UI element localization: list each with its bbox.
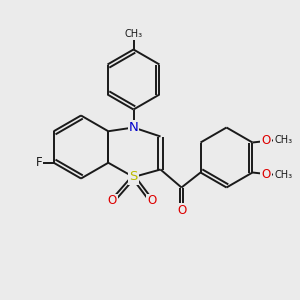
Text: O: O — [177, 204, 186, 217]
Text: CH₃: CH₃ — [124, 29, 142, 39]
Text: CH₃: CH₃ — [274, 170, 292, 180]
Text: O: O — [147, 194, 156, 208]
Text: O: O — [261, 134, 271, 148]
Text: S: S — [129, 170, 138, 184]
Text: CH₃: CH₃ — [274, 135, 292, 145]
Text: O: O — [108, 194, 117, 208]
Text: N: N — [129, 121, 138, 134]
Text: O: O — [261, 167, 271, 181]
Text: F: F — [35, 156, 42, 169]
